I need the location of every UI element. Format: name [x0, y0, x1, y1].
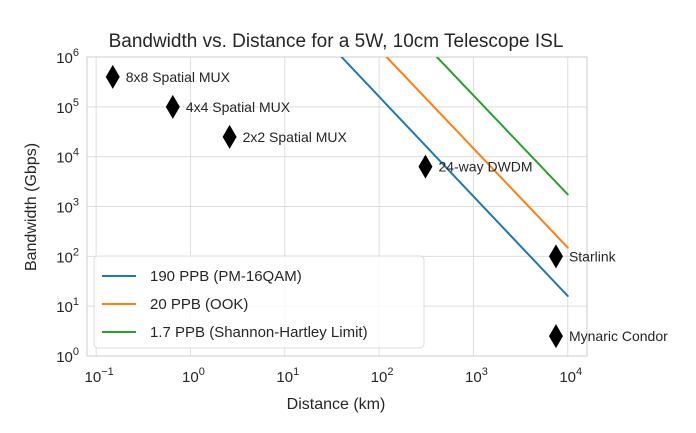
y-tick-label: 100: [56, 346, 79, 366]
chart-title: Bandwidth vs. Distance for a 5W, 10cm Te…: [109, 31, 564, 52]
y-tick-label: 105: [56, 97, 79, 117]
x-tick-base: 10: [276, 369, 293, 386]
plot-area-border: [86, 56, 588, 357]
legend-label: 190 PPB (PM-16QAM): [150, 268, 302, 285]
y-tick-exponent: 1: [73, 296, 79, 308]
diamond-marker: [548, 324, 563, 349]
x-tick-labels: 10−1 100 101 102 103 104: [85, 366, 583, 386]
y-tick-label: 103: [56, 197, 79, 217]
x-tick-label: 101: [276, 366, 299, 386]
x-tick-base: 10: [559, 369, 576, 386]
y-tick-exponent: 3: [73, 197, 79, 209]
diamond-marker: [418, 154, 433, 179]
diamond-marker: [165, 94, 180, 119]
y-tick-exponent: 4: [73, 147, 79, 159]
x-tick-exponent: 0: [199, 366, 205, 378]
x-tick-base: 10: [182, 369, 199, 386]
point-label: 8x8 Spatial MUX: [126, 69, 231, 85]
y-tick-base: 10: [56, 100, 73, 117]
series-line: [385, 57, 569, 249]
x-tick-base: 10: [85, 369, 102, 386]
x-tick-exponent: 4: [576, 366, 582, 378]
legend-label: 20 PPB (OOK): [150, 296, 248, 313]
x-tick-label: 10−1: [85, 366, 114, 386]
point-label: 4x4 Spatial MUX: [186, 99, 291, 115]
x-tick-exponent: −1: [101, 366, 114, 378]
y-tick-label: 104: [56, 147, 79, 167]
diamond-marker: [105, 64, 120, 89]
point-label: Starlink: [569, 248, 617, 264]
y-tick-base: 10: [56, 349, 73, 366]
y-tick-exponent: 6: [73, 47, 79, 59]
y-tick-base: 10: [56, 150, 73, 167]
y-tick-base: 10: [56, 249, 73, 266]
legend-frame: [93, 255, 425, 349]
x-tick-label: 103: [465, 366, 488, 386]
point-label: Mynaric Condor: [569, 328, 668, 344]
x-tick-exponent: 1: [293, 366, 299, 378]
x-tick-exponent: 3: [482, 366, 488, 378]
x-tick-label: 100: [182, 366, 205, 386]
legend-label: 1.7 PPB (Shannon-Hartley Limit): [150, 324, 368, 341]
series-line: [340, 57, 569, 297]
x-tick-exponent: 2: [387, 366, 393, 378]
data-points: 8x8 Spatial MUX 4x4 Spatial MUX 2x2 Spatia…: [105, 64, 668, 349]
y-tick-base: 10: [56, 200, 73, 217]
x-tick-label: 102: [371, 366, 394, 386]
x-tick-base: 10: [371, 369, 388, 386]
y-tick-exponent: 5: [73, 97, 79, 109]
series-lines: [340, 57, 569, 297]
y-tick-exponent: 0: [73, 346, 79, 358]
x-tick-base: 10: [465, 369, 482, 386]
y-tick-label: 101: [56, 296, 79, 316]
point-label: 24-way DWDM: [438, 159, 532, 175]
diamond-marker: [222, 124, 237, 149]
legend: 190 PPB (PM-16QAM) 20 PPB (OOK) 1.7 PPB (S…: [93, 255, 425, 349]
y-tick-label: 106: [56, 47, 79, 67]
x-tick-label: 104: [559, 366, 582, 386]
y-axis-label: Bandwidth (Gbps): [23, 143, 40, 271]
point-label: 2x2 Spatial MUX: [243, 129, 348, 145]
series-line: [435, 57, 569, 196]
y-tick-label: 102: [56, 246, 79, 266]
y-tick-exponent: 2: [73, 246, 79, 258]
diamond-marker: [548, 244, 563, 269]
y-tick-base: 10: [56, 50, 73, 67]
x-axis-label: Distance (km): [287, 396, 386, 413]
y-tick-base: 10: [56, 299, 73, 316]
